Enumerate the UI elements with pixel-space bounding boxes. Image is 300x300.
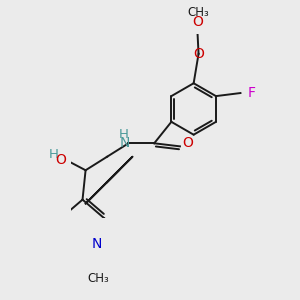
Text: O: O	[192, 15, 203, 29]
Text: H: H	[118, 128, 128, 141]
Text: O: O	[182, 136, 193, 150]
Text: H: H	[49, 148, 59, 161]
Text: N: N	[120, 136, 130, 150]
Text: CH₃: CH₃	[88, 272, 109, 285]
Text: O: O	[55, 153, 66, 167]
Text: F: F	[248, 86, 256, 100]
Text: N: N	[92, 237, 102, 251]
Text: CH₃: CH₃	[188, 6, 209, 19]
Text: O: O	[194, 47, 205, 61]
